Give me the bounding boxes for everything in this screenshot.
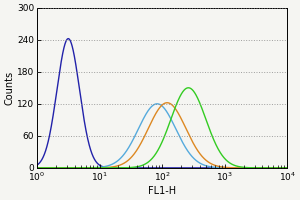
X-axis label: FL1-H: FL1-H (148, 186, 176, 196)
Y-axis label: Counts: Counts (4, 71, 14, 105)
